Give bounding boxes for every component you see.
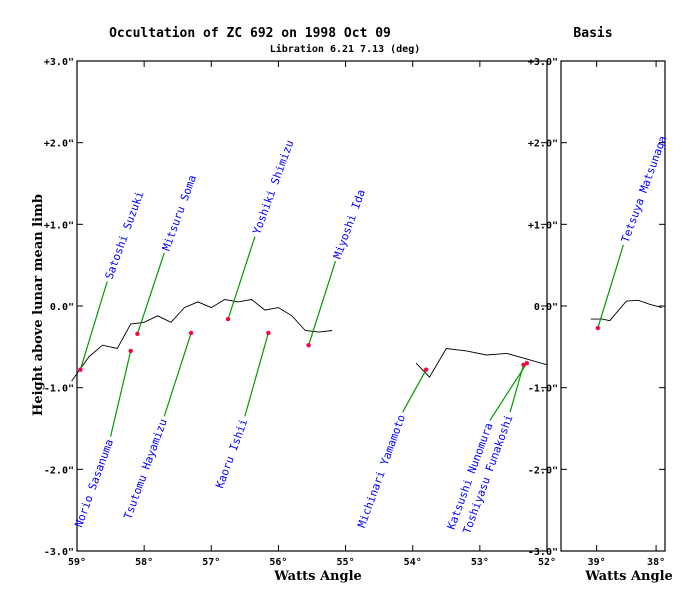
main-observer-leader xyxy=(402,369,427,413)
y-axis-label: Height above lunar mean limb xyxy=(31,194,46,416)
main-observer-label: Michinari Yamamoto xyxy=(355,413,408,529)
main-observer-leader xyxy=(136,252,165,334)
main-observer-point xyxy=(306,343,311,348)
basis-y-tick-label: +2.0" xyxy=(528,139,558,150)
main-observer-point xyxy=(188,330,194,336)
basis-title: Basis xyxy=(573,26,612,41)
basis-y-tick-label: 0.0" xyxy=(534,302,558,313)
main-observer-label: Tsutomu Hayamizu xyxy=(121,417,169,521)
basis-observer-label: Tetsuya Matsunaga xyxy=(619,134,670,244)
basis-y-tick-label: -2.0" xyxy=(528,465,558,476)
main-panel: +3.0"+2.0"+1.0"0.0"-1.0"-2.0"-3.0"59° 58°… xyxy=(44,57,556,568)
main-observer-point xyxy=(225,316,231,322)
basis-limb-profile xyxy=(590,299,663,322)
basis-frame xyxy=(560,60,666,552)
main-y-tick-label: -3.0" xyxy=(44,547,74,558)
main-observer-point xyxy=(524,360,530,366)
main-y-tick-label: -1.0" xyxy=(44,384,74,395)
main-observer-leader xyxy=(227,236,256,320)
main-y-tick-label: +1.0" xyxy=(44,220,74,231)
main-y-tick-label: 0.0" xyxy=(50,302,74,313)
main-observer-point xyxy=(135,331,140,336)
main-observer-label: Yoshiki Shimizu xyxy=(250,138,296,236)
main-observer-label: Norio Sasanuma xyxy=(72,437,116,529)
main-observer-leader xyxy=(109,350,132,437)
x-axis-label-main: Watts Angle xyxy=(273,569,362,584)
basis-y-tick-label: +3.0" xyxy=(528,57,558,68)
main-observer-point xyxy=(521,362,526,367)
basis-panel: +3.0" +2.0" +1.0" 0.0" -1.0" -2.0" -3.0" 39° 38°… xyxy=(528,57,670,568)
main-x-tick-label: 54° xyxy=(404,557,422,568)
x-axis-label-basis: Watts Angle xyxy=(584,569,673,584)
basis-observer-point xyxy=(595,325,601,331)
main-observer-leader xyxy=(163,332,192,417)
main-observer-point xyxy=(78,367,83,372)
main-x-tick-label: 53° xyxy=(471,557,489,568)
main-observer-leader xyxy=(509,364,525,413)
main-observer-point xyxy=(128,348,133,354)
main-x-tick-label: 58° xyxy=(135,557,153,568)
main-x-tick-label: 57° xyxy=(202,557,220,568)
main-observer-label: Satoshi Suzuki xyxy=(103,189,147,281)
main-observer-leader xyxy=(244,332,269,417)
main-x-tick-label: 55° xyxy=(337,557,355,568)
main-observer-point xyxy=(266,330,271,336)
basis-x-tick-label: 38° xyxy=(647,557,665,568)
main-y-tick-label: +2.0" xyxy=(44,139,74,150)
basis-y-tick-label: -1.0" xyxy=(528,384,558,395)
chart-title: Occultation of ZC 692 on 1998 Oct 09 xyxy=(109,26,391,41)
main-observer-label: Miyoshi Ida xyxy=(331,188,368,261)
main-y-tick-label: -2.0" xyxy=(44,465,74,476)
main-x-tick-label: 56° xyxy=(269,557,287,568)
basis-x-tick-label: 39° xyxy=(588,557,606,568)
basis-y-tick-label: -3.0" xyxy=(528,547,558,558)
main-observer-point xyxy=(423,367,429,372)
main-observer-label: Kaoru Ishii xyxy=(213,417,250,490)
main-limb-profile xyxy=(71,299,333,382)
main-limb-profile xyxy=(415,348,548,378)
basis-observer-leader xyxy=(597,244,624,329)
main-x-tick-label: 52° xyxy=(538,557,556,568)
main-x-tick-label: 59° xyxy=(68,557,86,568)
main-observer-leader xyxy=(79,281,108,370)
basis-y-tick-label: +1.0" xyxy=(528,220,558,231)
main-observer-leader xyxy=(308,260,337,346)
main-observer-label: Mitsuru Soma xyxy=(160,173,199,252)
main-y-tick-label: +3.0" xyxy=(44,57,74,68)
chart-subtitle: Libration 6.21 7.13 (deg) xyxy=(270,43,421,55)
